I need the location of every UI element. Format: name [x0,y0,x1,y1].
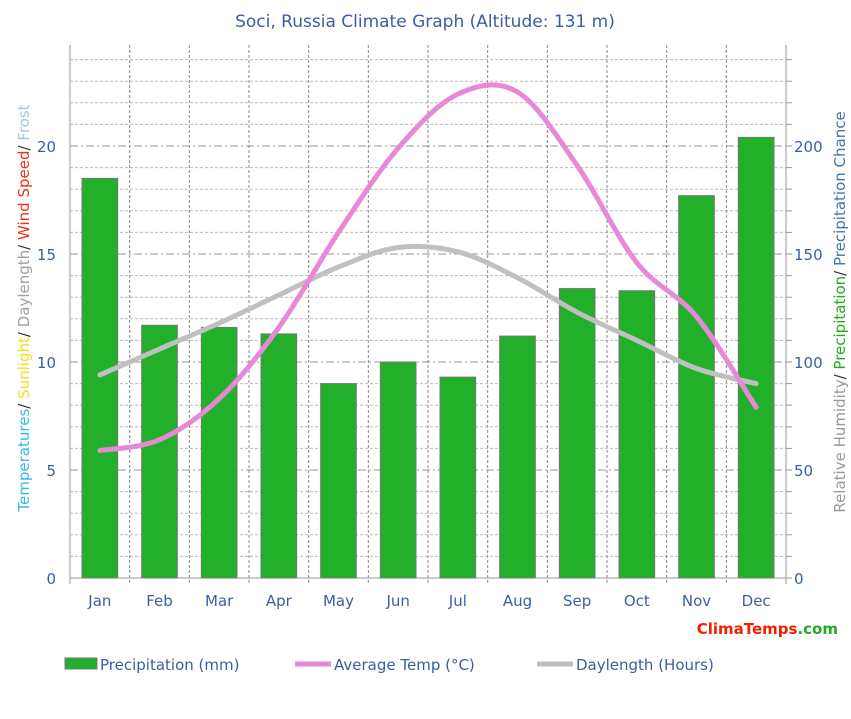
left-tick-label: 5 [46,462,56,480]
x-tick-label: Mar [205,592,234,610]
right-tick-label: 50 [794,462,813,480]
axis-label-part: Precipitation [831,276,849,370]
left-tick-label: 0 [46,570,56,588]
left-axis-label: Temperatures/ Sunlight/ Daylength/ Wind … [15,104,33,512]
left-tick-label: 20 [37,138,56,156]
precip-bar [260,333,298,579]
logo-part: .com [797,620,838,638]
daylength-line [97,243,759,387]
axis-label-part: / [15,327,33,337]
climatemps-logo: ClimaTemps.com [697,620,838,638]
x-tick-label: Dec [742,592,771,610]
x-tick-label: Jul [448,592,467,610]
axis-label-part: Wind Speed [15,151,33,241]
axis-label-part: / [15,141,33,151]
legend-label-precipitation: Precipitation (mm) [100,656,239,674]
precip-bar [439,376,477,579]
legend-label-avg-temp: Average Temp (°C) [334,656,475,674]
logo-part: Clima [697,620,744,638]
precip-bar [737,136,775,579]
x-tick-label: Jun [385,592,409,610]
x-tick-label: May [323,592,354,610]
precip-bar [200,326,238,579]
legend-swatch-precipitation [64,657,98,670]
axis-label-part: Precipitation Chance [831,111,849,266]
axis-label-part: / [831,370,849,380]
axis-label-part: Frost [15,104,33,140]
x-tick-label: Jan [87,592,111,610]
axis-label-part: / [831,266,849,276]
legend-label-daylength: Daylength (Hours) [576,656,714,674]
axis-label-part: / [15,240,33,250]
logo-part: Temps [744,620,798,638]
precip-bar [678,195,715,579]
axis-label-part: Sunlight [15,337,33,399]
axis-label-part: Daylength [15,250,33,327]
right-tick-label: 100 [794,354,823,372]
right-tick-label: 200 [794,138,823,156]
precip-bar [141,324,178,579]
x-tick-label: Aug [503,592,532,610]
chart-title: Soci, Russia Climate Graph (Altitude: 13… [235,12,615,32]
x-tick-label: Apr [266,592,293,610]
precip-bar [499,335,536,579]
x-tick-label: Nov [682,592,711,610]
precip-bar [379,361,417,579]
precip-bar [558,288,596,579]
right-tick-label: 0 [794,570,804,588]
avg-temp-line [97,82,759,454]
precip-bar [320,383,357,579]
x-tick-label: Sep [563,592,591,610]
x-tick-label: Oct [624,592,650,610]
axis-label-part: / [15,399,33,409]
left-tick-label: 10 [37,354,56,372]
left-tick-label: 15 [37,246,56,264]
x-tick-label: Feb [146,592,173,610]
right-tick-label: 150 [794,246,823,264]
right-axis-label: Relative Humidity/ Precipitation/ Precip… [831,111,849,512]
axis-label-part: Relative Humidity [831,379,849,512]
axis-label-part: Temperatures [15,409,33,513]
precip-bar [81,177,119,579]
